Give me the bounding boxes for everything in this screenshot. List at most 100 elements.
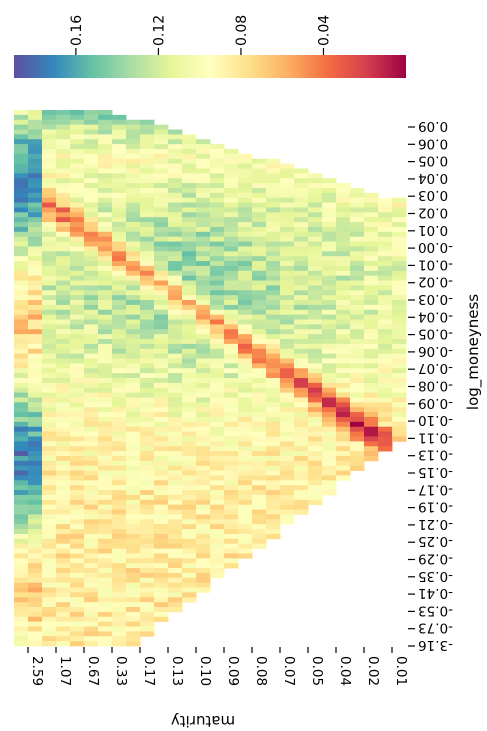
heatmap-cell <box>266 451 281 457</box>
heatmap-cell <box>182 270 197 277</box>
heatmap-cell <box>364 373 379 379</box>
heatmap-cell <box>266 343 281 350</box>
heatmap-cell <box>84 353 99 359</box>
heatmap-cell <box>168 441 183 447</box>
heatmap-cell <box>238 494 253 501</box>
heatmap-cell <box>392 368 407 374</box>
heatmap-cell <box>56 631 71 637</box>
heatmap-cell <box>42 275 57 281</box>
heatmap-cell <box>252 382 267 389</box>
y-tick-label: -0.06 <box>418 343 453 359</box>
heatmap-cell <box>126 455 141 462</box>
heatmap-cell <box>112 641 127 647</box>
heatmap-cell <box>126 499 141 506</box>
heatmap-cell <box>392 256 407 262</box>
heatmap-cell <box>182 348 197 355</box>
heatmap-cell <box>154 485 169 491</box>
heatmap-cell <box>294 197 309 203</box>
heatmap-cell <box>140 519 155 525</box>
heatmap-cell <box>350 431 365 437</box>
heatmap-cell <box>224 309 239 316</box>
heatmap-cell <box>210 446 225 452</box>
heatmap-cell <box>126 251 141 257</box>
heatmap-cell <box>196 202 211 208</box>
heatmap-cell <box>84 300 99 306</box>
heatmap-cell <box>84 519 99 525</box>
heatmap-cell <box>364 416 379 423</box>
heatmap-cell <box>154 373 169 379</box>
heatmap-cell <box>280 499 295 506</box>
heatmap-cell <box>308 402 323 408</box>
heatmap-cell <box>336 280 351 286</box>
heatmap-cell <box>252 490 267 496</box>
heatmap-cell <box>392 246 407 252</box>
heatmap-cell <box>280 285 295 291</box>
heatmap-cell <box>28 236 43 242</box>
heatmap-cell <box>252 387 267 394</box>
heatmap-cell <box>42 261 57 267</box>
heatmap-cell <box>350 290 365 296</box>
heatmap-cell <box>42 553 57 559</box>
heatmap-cell <box>56 538 71 545</box>
heatmap-cell <box>84 226 99 233</box>
heatmap-cell <box>336 373 351 379</box>
heatmap-cell <box>84 187 99 194</box>
heatmap-cell <box>210 251 225 257</box>
heatmap-cell <box>238 304 253 311</box>
heatmap-cell <box>84 538 99 545</box>
heatmap-cell <box>322 334 337 340</box>
heatmap-cell <box>168 519 183 525</box>
heatmap-cell <box>98 607 113 613</box>
heatmap-cell <box>336 222 351 228</box>
heatmap-cell <box>252 275 267 281</box>
heatmap-cell <box>252 348 267 355</box>
heatmap-cell <box>84 568 99 574</box>
heatmap-cell <box>238 153 253 160</box>
heatmap-cell <box>56 465 71 471</box>
heatmap-cell <box>56 343 71 350</box>
heatmap-cell <box>266 158 281 164</box>
heatmap-cell <box>140 275 155 281</box>
heatmap-cell <box>42 490 57 496</box>
heatmap-cell <box>308 192 323 199</box>
heatmap-cell <box>252 168 267 174</box>
heatmap-cell <box>28 226 43 233</box>
heatmap-cell <box>70 148 85 155</box>
heatmap-cell <box>280 382 295 389</box>
heatmap-cell <box>14 514 29 520</box>
heatmap-cell <box>70 119 85 126</box>
heatmap-cell <box>28 119 43 126</box>
heatmap-cell <box>98 621 113 627</box>
heatmap-cell <box>322 436 337 442</box>
heatmap-cell <box>42 134 57 140</box>
heatmap-cell <box>98 587 113 593</box>
heatmap-cell <box>70 490 85 496</box>
heatmap-cell <box>154 285 169 291</box>
heatmap-cell <box>280 519 295 525</box>
heatmap-cell <box>140 173 155 179</box>
heatmap-cell <box>98 114 113 121</box>
heatmap-cell <box>112 173 127 179</box>
x-tick-label: 0.08 <box>253 656 269 686</box>
heatmap-cell <box>168 148 183 155</box>
heatmap-cell <box>182 568 197 574</box>
heatmap-cell <box>168 582 183 588</box>
heatmap-cell <box>196 577 211 584</box>
heatmap-cell <box>182 455 197 462</box>
heatmap-cell <box>56 494 71 501</box>
heatmap-cell <box>56 378 71 384</box>
heatmap-cell <box>350 275 365 281</box>
heatmap-cell <box>56 309 71 316</box>
heatmap-cell <box>126 626 141 632</box>
heatmap-cell <box>210 436 225 442</box>
heatmap-cell <box>14 572 29 579</box>
heatmap-cell <box>280 441 295 447</box>
heatmap-cell <box>154 290 169 296</box>
heatmap-cell <box>70 397 85 403</box>
heatmap-cell <box>182 553 197 559</box>
heatmap-cell <box>14 412 29 418</box>
heatmap-cell <box>42 509 57 515</box>
heatmap-cell <box>56 207 71 213</box>
heatmap-cell <box>224 343 239 350</box>
heatmap-cell <box>98 451 113 457</box>
